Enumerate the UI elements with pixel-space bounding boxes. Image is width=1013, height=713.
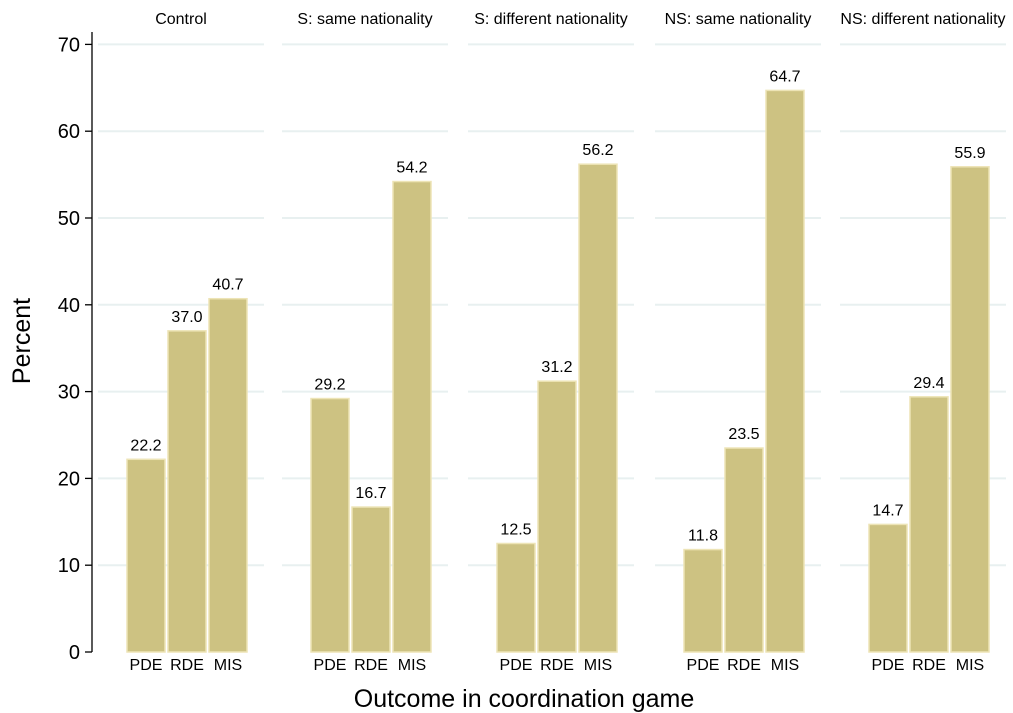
bar — [537, 380, 577, 653]
bar-value-label: 11.8 — [688, 528, 718, 545]
bar — [868, 523, 908, 653]
y-tick-label: 50 — [58, 208, 80, 230]
bar — [950, 166, 990, 653]
category-label: RDE — [912, 657, 946, 674]
bar-value-label: 31.2 — [541, 359, 572, 376]
bar-value-label: 54.2 — [396, 160, 427, 177]
bar — [909, 396, 949, 653]
panel-title: Control — [155, 11, 207, 28]
bar — [310, 397, 350, 653]
panel-title: NS: same nationality — [665, 11, 812, 28]
chart-panel: NS: same nationality 11.8 PDE 23.5 RDE 64.7 MI… — [665, 11, 812, 674]
category-label: RDE — [540, 657, 574, 674]
category-label: PDE — [687, 657, 720, 674]
bar-value-label: 56.2 — [582, 142, 613, 159]
bar-value-label: 64.7 — [769, 68, 800, 85]
chart-panel: NS: different nationality 14.7 PDE 29.4 RDE 5… — [840, 11, 1005, 674]
y-tick-label: 30 — [58, 382, 80, 404]
category-label: RDE — [354, 657, 388, 674]
bar — [578, 163, 618, 653]
category-label: PDE — [500, 657, 533, 674]
panel-title: S: same nationality — [297, 11, 432, 28]
category-label: RDE — [727, 657, 761, 674]
bar — [126, 458, 166, 653]
y-axis-label: Percent — [8, 298, 36, 384]
bar-value-label: 22.2 — [130, 437, 161, 454]
bar-value-label: 55.9 — [954, 145, 985, 162]
bar-value-label: 37.0 — [171, 309, 202, 326]
y-tick-label: 20 — [58, 468, 80, 490]
bar-value-label: 40.7 — [212, 277, 243, 294]
y-tick-label: 70 — [58, 34, 80, 56]
bar — [683, 548, 723, 653]
bar — [167, 330, 207, 653]
category-label: MIS — [214, 657, 242, 674]
chart-panel: Control 22.2 PDE 37.0 RDE 40.7 MIS — [126, 11, 248, 674]
y-axis: 0 10 20 30 40 50 60 70 — [58, 32, 93, 664]
x-axis-label: Outcome in coordination game — [354, 685, 694, 713]
y-tick-label: 0 — [69, 642, 80, 664]
category-label: MIS — [398, 657, 426, 674]
category-label: MIS — [956, 657, 984, 674]
y-tick-label: 40 — [58, 295, 80, 317]
chart-panel: S: different nationality 12.5 PDE 31.2 RDE 56… — [474, 11, 628, 674]
category-label: MIS — [584, 657, 612, 674]
bar — [496, 542, 536, 653]
category-label: PDE — [130, 657, 163, 674]
y-tick-label: 10 — [58, 555, 80, 577]
bar — [351, 506, 391, 653]
bar-value-label: 16.7 — [355, 485, 386, 502]
bar-value-label: 23.5 — [728, 426, 759, 443]
chart-panel: S: same nationality 29.2 PDE 16.7 RDE 54.2 MIS — [297, 11, 432, 674]
category-label: MIS — [771, 657, 799, 674]
y-tick-label: 60 — [58, 121, 80, 143]
bar-value-label: 29.4 — [913, 375, 944, 392]
bar — [208, 297, 248, 653]
bar — [392, 180, 432, 653]
category-label: PDE — [872, 657, 905, 674]
bar — [765, 89, 805, 653]
panel-title: NS: different nationality — [840, 11, 1005, 28]
category-label: PDE — [314, 657, 347, 674]
bar-value-label: 12.5 — [500, 522, 531, 539]
panel-title: S: different nationality — [474, 11, 628, 28]
bar-value-label: 29.2 — [314, 377, 345, 394]
category-label: RDE — [170, 657, 204, 674]
bar-value-label: 14.7 — [872, 502, 903, 519]
bar — [724, 447, 764, 653]
